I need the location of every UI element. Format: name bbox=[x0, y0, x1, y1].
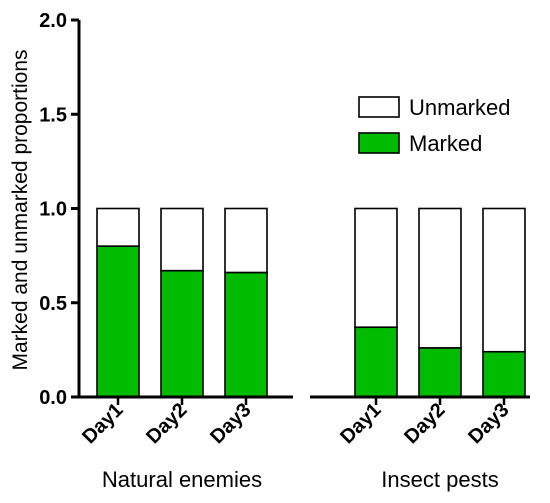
legend-label-marked: Marked bbox=[409, 131, 482, 156]
x-tick-label: Day1 bbox=[78, 399, 127, 448]
bar-unmarked-day3 bbox=[482, 207, 526, 353]
legend-swatch-unmarked bbox=[358, 96, 400, 118]
y-axis: 0.0 0.5 1.0 1.5 2.0 bbox=[39, 10, 81, 409]
bar-marked-day1 bbox=[354, 326, 398, 398]
y-tick-label: 0.5 bbox=[39, 293, 67, 315]
y-tick-label: 1.5 bbox=[39, 104, 67, 126]
legend-label-unmarked: Unmarked bbox=[409, 95, 510, 120]
bar-unmarked-day3 bbox=[224, 207, 268, 274]
legend: Unmarked Marked bbox=[358, 95, 510, 156]
bar-unmarked-day2 bbox=[418, 207, 462, 349]
bar-unmarked-day1 bbox=[354, 207, 398, 329]
legend-swatch-marked bbox=[358, 132, 400, 154]
y-tick-label: 2.0 bbox=[39, 10, 67, 32]
x-axis-labels: Day1 Day2 Day3 Natural enemies Day1 Day2 Day3 I… bbox=[78, 395, 530, 492]
y-tick-label: 1.0 bbox=[39, 199, 67, 221]
group-label: Natural enemies bbox=[102, 467, 262, 492]
bar-marked-day1 bbox=[96, 245, 140, 398]
bar-marked-day3 bbox=[482, 350, 526, 398]
x-tick-label: Day2 bbox=[142, 399, 191, 448]
y-axis-title: Marked and unmarked proportions bbox=[9, 49, 32, 370]
bar-unmarked-day1 bbox=[96, 207, 140, 248]
group-label: Insect pests bbox=[381, 467, 498, 492]
bar-marked-day2 bbox=[418, 347, 462, 398]
x-tick-label: Day3 bbox=[206, 399, 255, 448]
bars bbox=[96, 207, 526, 398]
bar-unmarked-day2 bbox=[160, 207, 204, 272]
bar-marked-day2 bbox=[160, 269, 204, 398]
bar-marked-day3 bbox=[224, 271, 268, 398]
x-tick-label: Day3 bbox=[464, 399, 513, 448]
x-tick-label: Day1 bbox=[336, 399, 385, 448]
y-tick-label: 0.0 bbox=[39, 387, 67, 409]
x-tick-label: Day2 bbox=[400, 399, 449, 448]
